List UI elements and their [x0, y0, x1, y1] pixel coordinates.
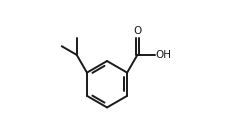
Text: OH: OH: [155, 50, 171, 60]
Text: O: O: [133, 26, 141, 36]
